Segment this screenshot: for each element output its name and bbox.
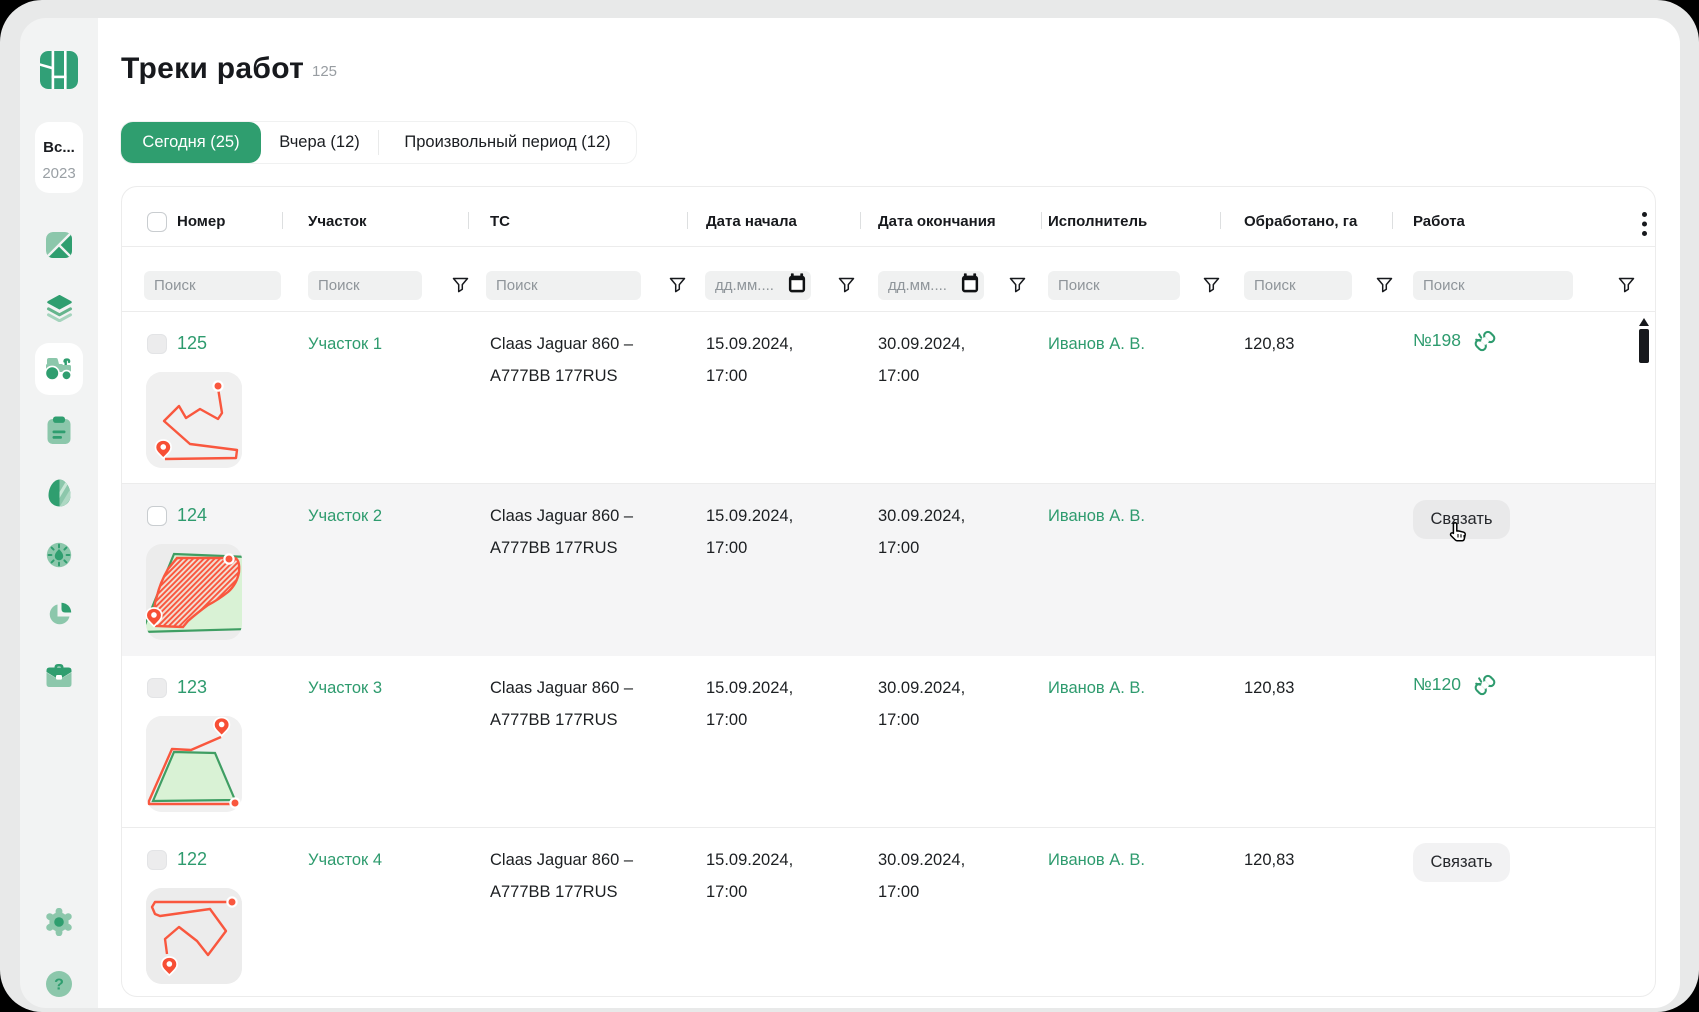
svg-text:?: ? <box>54 977 64 994</box>
